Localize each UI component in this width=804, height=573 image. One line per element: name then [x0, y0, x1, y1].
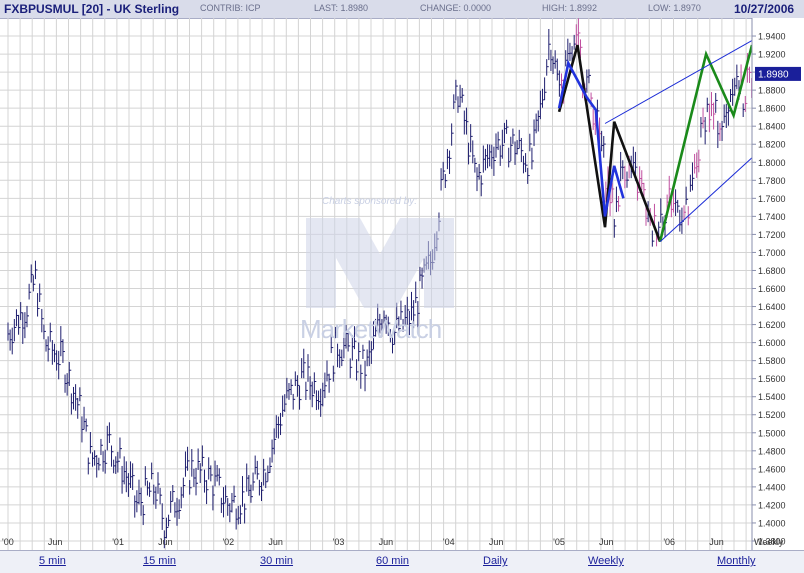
y-tick-label: 1.6400 — [758, 302, 786, 312]
sponsor-text: Charts sponsored by: — [322, 196, 418, 207]
y-tick-label: 1.9400 — [758, 32, 786, 42]
y-axis: 1.94001.92001.90001.88001.86001.84001.82… — [751, 18, 804, 550]
x-tick-label: '02 — [222, 537, 234, 547]
x-tick-label: '05 — [553, 537, 565, 547]
high-label: HIGH: 1.8992 — [542, 3, 598, 13]
interval-weekly-link[interactable]: Weekly — [588, 555, 624, 567]
y-tick-label: 1.4600 — [758, 464, 786, 474]
y-tick-label: 1.3800 — [758, 536, 786, 546]
x-tick-label: '03 — [333, 537, 345, 547]
change-label: CHANGE: 0.0000 — [420, 3, 492, 13]
y-tick-label: 1.8000 — [758, 158, 786, 168]
x-tick-label: Jun — [48, 537, 63, 547]
date-label: 10/27/2006 — [734, 2, 795, 16]
y-tick-label: 1.6200 — [758, 320, 786, 330]
y-tick-label: 1.7200 — [758, 230, 786, 240]
interval-5min-link[interactable]: 5 min — [39, 555, 66, 567]
chart-header: FXBPUSMUL [20] - UK Sterling CONTRIB: IC… — [0, 0, 804, 19]
price-bars — [7, 18, 754, 549]
marketwatch-logo — [306, 218, 454, 308]
x-tick-label: Jun — [268, 537, 283, 547]
y-tick-label: 1.8600 — [758, 104, 786, 114]
x-tick-label: Jun — [599, 537, 614, 547]
x-tick-label: '06 — [663, 537, 675, 547]
interval-bar: 5 min 15 min 30 min 60 min Daily Weekly … — [0, 550, 804, 573]
y-tick-label: 1.5000 — [758, 428, 786, 438]
pattern-line-green — [658, 44, 754, 242]
contrib-label: CONTRIB: ICP — [200, 3, 261, 13]
y-tick-label: 1.6800 — [758, 266, 786, 276]
y-tick-label: 1.7400 — [758, 212, 786, 222]
y-tick-label: 1.8200 — [758, 140, 786, 150]
y-tick-label: 1.8400 — [758, 122, 786, 132]
y-tick-label: 1.5400 — [758, 392, 786, 402]
y-tick-label: 1.5200 — [758, 410, 786, 420]
current-price-box — [755, 66, 801, 81]
interval-monthly-link[interactable]: Monthly — [717, 555, 756, 567]
y-tick-label: 1.4000 — [758, 518, 786, 528]
y-tick-label: 1.5600 — [758, 374, 786, 384]
y-tick-label: 1.6600 — [758, 284, 786, 294]
sponsor-watermark: Charts sponsored by: MarketWatch — [300, 196, 460, 356]
y-tick-label: 1.7600 — [758, 194, 786, 204]
x-tick-label: Jun — [489, 537, 504, 547]
pattern-lines — [557, 44, 754, 243]
y-axis-band — [752, 18, 804, 550]
low-label: LOW: 1.8970 — [648, 3, 701, 13]
interval-30min-link[interactable]: 30 min — [260, 555, 294, 567]
y-tick-label: 1.6000 — [758, 338, 786, 348]
x-tick-label: '04 — [443, 537, 455, 547]
y-tick-label: 1.4400 — [758, 482, 786, 492]
interval-daily-link[interactable]: Daily — [483, 555, 508, 567]
y-tick-label: 1.7000 — [758, 248, 786, 258]
y-tick-label: 1.7800 — [758, 176, 786, 186]
interval-15min-link[interactable]: 15 min — [143, 555, 177, 567]
current-price-label: 1.8980 — [758, 69, 789, 80]
x-tick-label: Jun — [709, 537, 724, 547]
x-axis: '00 Jun '01 Jun '02 Jun '03 Jun '04 Jun '05 Jun '06 J… — [2, 537, 784, 547]
y-tick-label: 1.4800 — [758, 446, 786, 456]
pattern-line-blue — [557, 59, 625, 217]
x-tick-label: '01 — [112, 537, 124, 547]
interval-60min-link[interactable]: 60 min — [376, 555, 410, 567]
symbol-title: FXBPUSMUL [20] - UK Sterling — [4, 2, 180, 16]
last-price-label: LAST: 1.8980 — [314, 3, 369, 13]
y-tick-label: 1.8800 — [758, 86, 786, 96]
interval-label: Weekly — [754, 537, 784, 547]
y-tick-label: 1.4200 — [758, 500, 786, 510]
y-tick-label: 1.5800 — [758, 356, 786, 366]
x-tick-label: Jun — [158, 537, 173, 547]
x-tick-label: '00 — [2, 537, 14, 547]
brand-text: MarketWatch — [300, 314, 442, 344]
x-tick-label: Jun — [379, 537, 394, 547]
y-tick-label: 1.9200 — [758, 50, 786, 60]
